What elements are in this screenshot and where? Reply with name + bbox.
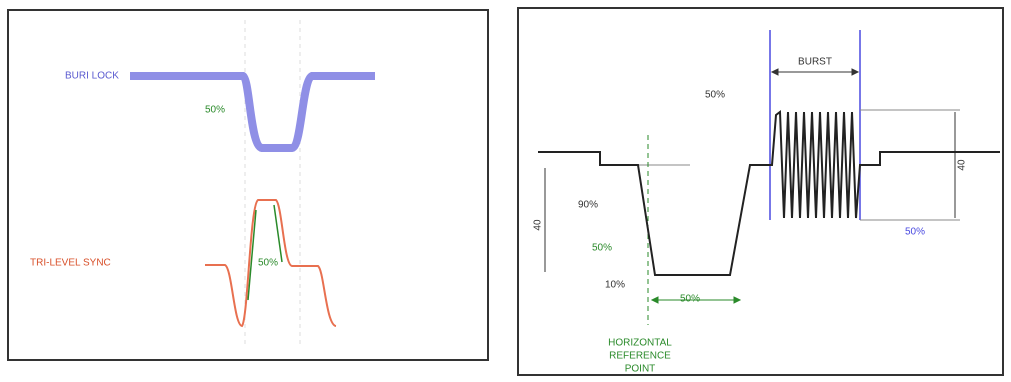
panel-frame <box>518 8 1003 375</box>
right-amplitude: 40 <box>957 159 968 171</box>
page: {"left_panel": {"top_label": "BURI LOCK"… <box>0 0 1011 382</box>
right-panel: BURST 50% 90% 50% 10% 50% 50% 40 40 HORI… <box>518 8 1003 375</box>
panel-frame <box>8 10 488 360</box>
right-percent: 50% <box>905 227 925 238</box>
reference-caption: REFERENCE <box>609 351 671 362</box>
reference-caption: POINT <box>625 364 656 375</box>
middle-percent: 50% <box>592 243 612 254</box>
bottom-percent: 50% <box>258 258 278 269</box>
left-amplitude: 40 <box>533 219 544 231</box>
bi-level-waveform <box>130 76 375 148</box>
upper-percent: 90% <box>578 200 598 211</box>
reference-caption: HORIZONTAL <box>608 338 672 349</box>
diagram: BURI LOCK 50% TRI-LEVEL SYNC 50% BURST 5… <box>0 0 1011 382</box>
bottom-label: TRI-LEVEL SYNC <box>30 258 111 269</box>
top-percent: 50% <box>205 105 225 116</box>
top-label: BURI LOCK <box>65 71 119 82</box>
burst-label: BURST <box>798 57 832 68</box>
width-percent: 50% <box>680 294 700 305</box>
lower-percent: 10% <box>605 280 625 291</box>
left-panel: BURI LOCK 50% TRI-LEVEL SYNC 50% <box>8 10 488 360</box>
burst-percent: 50% <box>705 90 725 101</box>
burst-arrow <box>772 69 858 75</box>
